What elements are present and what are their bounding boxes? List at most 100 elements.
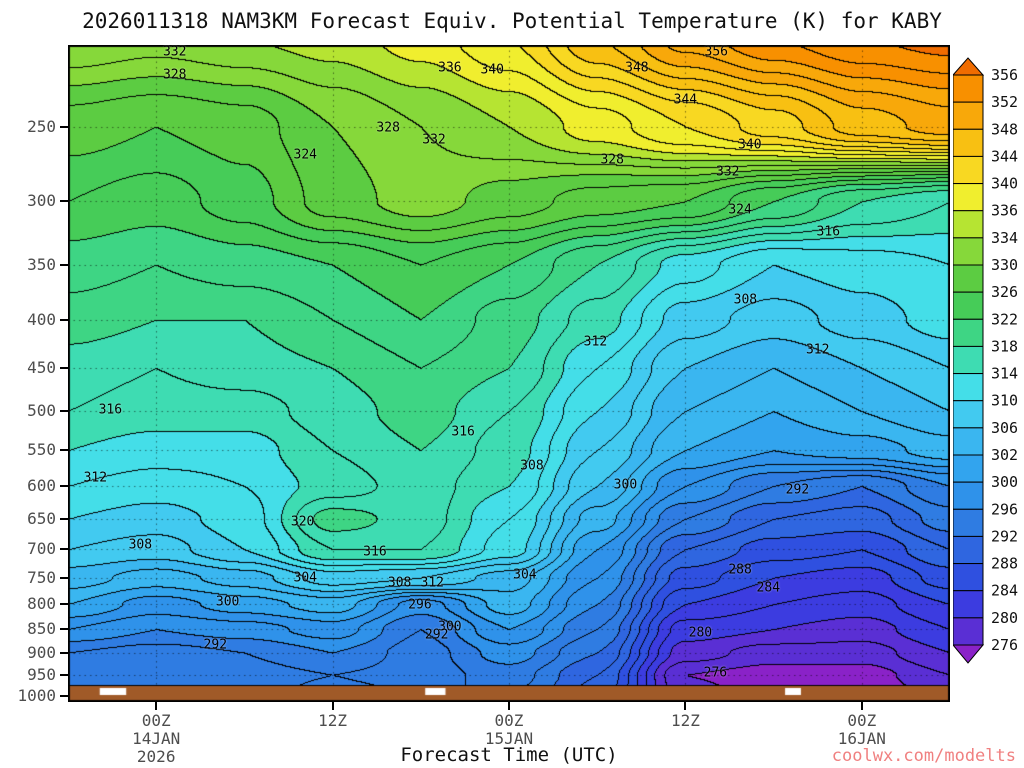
contour-label: 308 bbox=[733, 292, 758, 308]
y-axis-tick bbox=[60, 366, 68, 369]
colorbar-cell bbox=[952, 318, 984, 347]
y-axis-tick-label: 550 bbox=[27, 440, 56, 460]
x-axis-tick bbox=[155, 702, 158, 710]
contour-label: 316 bbox=[816, 224, 841, 240]
contour-label: 312 bbox=[583, 334, 608, 350]
colorbar-cell bbox=[952, 427, 984, 456]
colorbar-cell bbox=[952, 373, 984, 402]
y-axis-tick bbox=[60, 517, 68, 520]
contour-label: 280 bbox=[688, 625, 713, 641]
colorbar-cell bbox=[952, 237, 984, 266]
y-axis-tick bbox=[60, 603, 68, 606]
contour-label: 288 bbox=[728, 562, 752, 578]
y-axis-tick bbox=[60, 125, 68, 128]
contour-label: 300 bbox=[613, 477, 638, 493]
colorbar-cell bbox=[952, 210, 984, 239]
colorbar-label: 296 bbox=[991, 500, 1018, 518]
contour-label: 336 bbox=[438, 60, 462, 76]
y-axis-tick-label: 1000 bbox=[17, 685, 56, 705]
colorbar-cell bbox=[952, 400, 984, 429]
colorbar-label: 344 bbox=[991, 147, 1018, 165]
contour-label: 328 bbox=[376, 120, 400, 136]
contour-label: 276 bbox=[703, 665, 728, 681]
colorbar-label: 352 bbox=[991, 93, 1018, 111]
colorbar-cell bbox=[952, 291, 984, 320]
contour-label: 332 bbox=[715, 164, 740, 180]
y-axis-tick-label: 650 bbox=[27, 508, 56, 528]
colorbar-bottom-arrow bbox=[951, 644, 985, 664]
contour-label: 312 bbox=[420, 575, 445, 591]
colorbar-label: 348 bbox=[991, 120, 1018, 138]
x-axis-tick bbox=[331, 702, 334, 710]
contour-label: 332 bbox=[422, 132, 446, 148]
colorbar-label: 322 bbox=[991, 310, 1018, 328]
colorbar-label: 326 bbox=[991, 283, 1018, 301]
contour-label: 312 bbox=[805, 342, 830, 358]
contour-label: 308 bbox=[520, 458, 544, 474]
y-axis-tick bbox=[60, 410, 68, 413]
contour-label: 292 bbox=[203, 637, 228, 653]
contour-label: 304 bbox=[293, 570, 317, 586]
y-axis-tick-label: 450 bbox=[27, 357, 56, 377]
contour-label: 300 bbox=[438, 619, 462, 635]
colorbar-label: 336 bbox=[991, 202, 1018, 220]
colorbar-label: 280 bbox=[991, 609, 1018, 627]
colorbar-cell bbox=[952, 508, 984, 537]
contour-label: 308 bbox=[387, 575, 412, 591]
contour-label: 332 bbox=[162, 44, 187, 60]
colorbar-top-arrow bbox=[951, 57, 985, 76]
y-axis-tick-label: 500 bbox=[27, 401, 56, 421]
colorbar-label: 340 bbox=[991, 175, 1018, 193]
x-axis-tick bbox=[508, 702, 510, 710]
contour-label: 300 bbox=[215, 594, 240, 610]
contour-label: 292 bbox=[785, 482, 810, 498]
colorbar-label: 276 bbox=[991, 636, 1018, 654]
colorbar-cell bbox=[952, 617, 984, 646]
y-axis-tick-label: 300 bbox=[27, 191, 56, 211]
colorbar-label: 334 bbox=[991, 229, 1018, 247]
contour-label: 316 bbox=[451, 424, 475, 440]
x-axis-tick-label: 00Z 14JAN 2026 bbox=[132, 711, 181, 766]
colorbar-cell bbox=[952, 74, 984, 103]
colorbar-label: 306 bbox=[991, 419, 1018, 437]
x-axis-tick-label: 00Z 16JAN bbox=[837, 711, 886, 748]
colorbar-cell bbox=[952, 101, 984, 130]
x-axis-tick-label: 12Z bbox=[670, 711, 700, 730]
x-axis-title: Forecast Time (UTC) bbox=[400, 744, 618, 766]
y-axis-tick-label: 700 bbox=[27, 539, 56, 559]
watermark: coolwx.com/modelts bbox=[831, 746, 1016, 766]
colorbar-label: 300 bbox=[991, 473, 1018, 491]
colorbar-label: 314 bbox=[991, 365, 1018, 383]
y-axis-tick-label: 350 bbox=[27, 254, 56, 274]
colorbar-cell bbox=[952, 264, 984, 293]
colorbar-label: 292 bbox=[991, 527, 1018, 545]
colorbar-cell bbox=[952, 563, 984, 592]
x-axis-tick bbox=[860, 702, 863, 710]
colorbar-cell bbox=[952, 183, 984, 212]
contour-label: 292 bbox=[424, 627, 449, 643]
colorbar-cell bbox=[952, 590, 984, 619]
y-axis-tick-label: 850 bbox=[27, 619, 56, 639]
y-axis-tick bbox=[60, 651, 68, 654]
contour-label: 324 bbox=[728, 202, 752, 218]
contour-label: 304 bbox=[513, 567, 537, 583]
contour-label: 316 bbox=[363, 544, 387, 560]
contour-label: 296 bbox=[408, 597, 432, 613]
plot-area: 332 328 336 340 348 356 344 340 328 332 324 316 324 3… bbox=[68, 44, 950, 702]
colorbar-label: 356 bbox=[991, 66, 1018, 84]
colorbar-label: 330 bbox=[991, 256, 1018, 274]
colorbar-cell bbox=[952, 535, 984, 565]
colorbar-cell bbox=[952, 345, 984, 375]
contour-label: 308 bbox=[128, 537, 153, 553]
y-axis-tick-label: 600 bbox=[27, 476, 56, 496]
x-axis-tick bbox=[684, 702, 687, 710]
contour-label: 320 bbox=[290, 514, 315, 530]
colorbar-label: 302 bbox=[991, 446, 1018, 464]
y-axis-tick-label: 800 bbox=[27, 594, 56, 614]
colorbar-label: 284 bbox=[991, 582, 1018, 600]
y-axis-tick bbox=[60, 673, 68, 676]
contour-label: 344 bbox=[673, 92, 698, 108]
x-axis-tick-label: 00Z 15JAN bbox=[484, 711, 534, 748]
contour-label: 340 bbox=[738, 137, 762, 153]
